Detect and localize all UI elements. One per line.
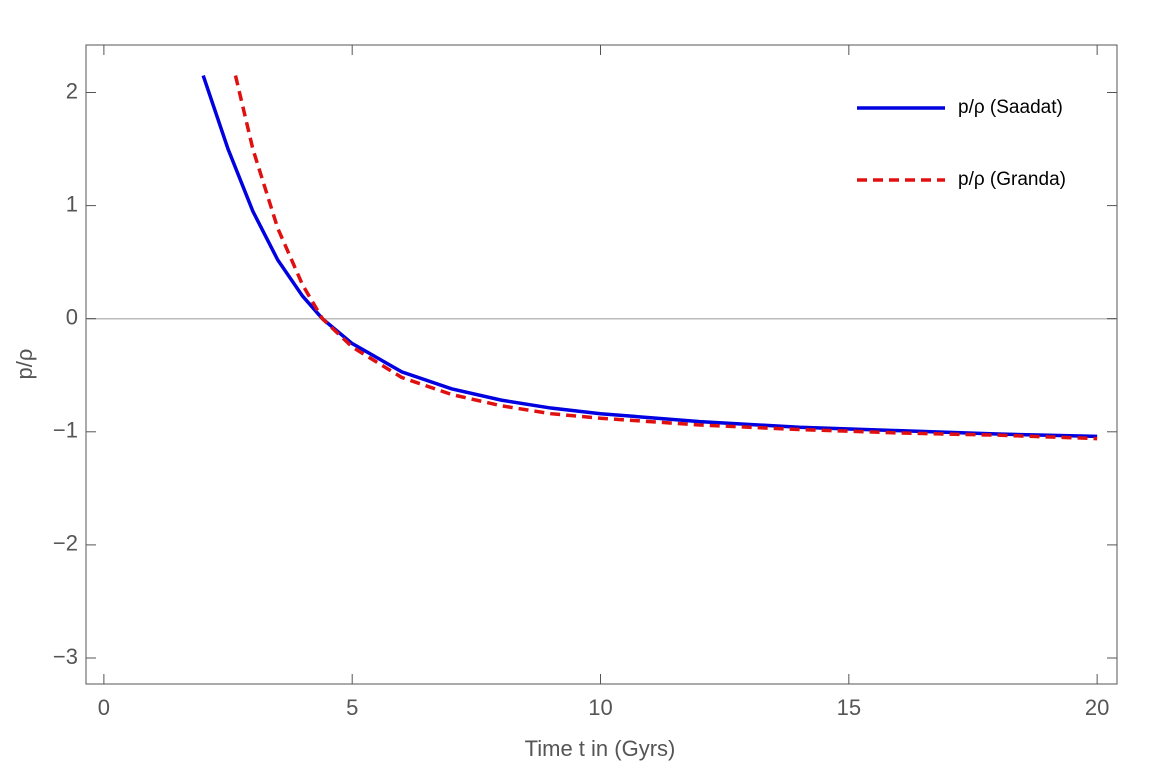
x-tick-label: 0 (98, 695, 110, 720)
plot-frame (85, 44, 1118, 685)
series-line (201, 74, 1098, 439)
x-tick-label: 10 (588, 695, 612, 720)
series-line (233, 75, 1098, 441)
y-tick-label: −2 (53, 531, 78, 556)
y-tick-label: 2 (66, 78, 78, 103)
y-tick-label: −3 (53, 644, 78, 669)
legend-label: p/ρ (Saadat) (958, 97, 1063, 118)
x-tick-label: 15 (837, 695, 861, 720)
y-tick-label: −1 (53, 418, 78, 443)
y-tick-label: 0 (66, 305, 78, 330)
x-axis-label: Time t in (Gyrs) (525, 736, 676, 761)
x-tick-label: 5 (346, 695, 358, 720)
y-tick-label: 1 (66, 191, 78, 216)
legend-label: p/ρ (Granda) (958, 169, 1066, 190)
x-tick-label: 20 (1085, 695, 1109, 720)
y-axis-label: p/ρ (12, 349, 37, 380)
